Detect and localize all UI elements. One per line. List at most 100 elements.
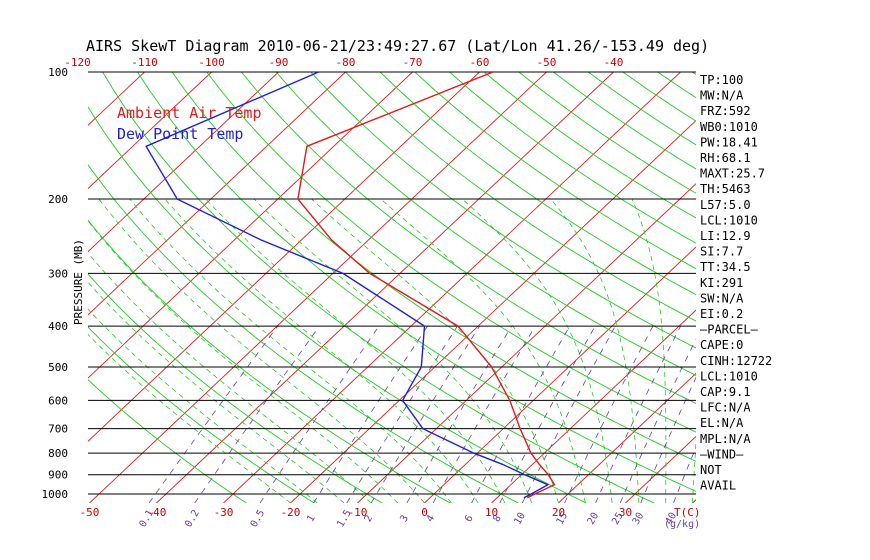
top-temp-tick-label: -70: [403, 56, 423, 69]
index-item: EI:0.2: [700, 307, 743, 321]
pressure-tick-label: 600: [48, 394, 68, 407]
bottom-temp-tick-label: -50: [80, 506, 100, 519]
dry-adiabat-line: [88, 219, 451, 503]
top-temp-tick-label: -110: [131, 56, 158, 69]
isotherm-line: [156, 72, 614, 503]
mixing-ratio-line: [564, 325, 654, 503]
temp-axis-label: T(C): [674, 506, 701, 519]
background-grid: [88, 72, 696, 503]
index-item: CINH:12722: [700, 354, 772, 368]
bottom-temp-tick-label: -10: [348, 506, 368, 519]
y-axis-label: PRESSURE (MB): [72, 239, 85, 325]
moist-adiabat-line: [462, 198, 613, 503]
mixing-ratio-line: [346, 325, 458, 503]
pressure-tick-label: 900: [48, 469, 68, 482]
pressure-tick-label: 400: [48, 320, 68, 333]
top-temp-tick-label: -40: [604, 56, 624, 69]
mixing-ratio-line: [432, 325, 536, 503]
isotherm-line: [88, 72, 413, 379]
index-item: L57:5.0: [700, 198, 751, 212]
index-item: TH:5463: [700, 182, 751, 196]
top-temp-tick-label: -120: [64, 56, 91, 69]
isotherm-line: [89, 72, 547, 503]
isotherm-line: [290, 119, 696, 503]
moist-adiabat-line: [98, 198, 425, 503]
bottom-temp-tick-label: 20: [552, 506, 565, 519]
index-item: WB0:1010: [700, 120, 758, 134]
moist-adiabat-line: [550, 198, 640, 503]
isotherm-line: [88, 72, 212, 190]
index-item: TP:100: [700, 73, 743, 87]
pressure-tick-label: 800: [48, 447, 68, 460]
bottom-temp-tick-label: -40: [147, 506, 167, 519]
dry-adiabat-line: [102, 72, 655, 503]
legend-ambient-air-temp: Ambient Air Temp: [117, 104, 262, 122]
dry-adiabat-line: [88, 326, 315, 503]
dry-adiabat-line: [275, 72, 696, 376]
index-item: NOT: [700, 463, 722, 477]
mixing-ratio-line: [148, 325, 279, 503]
top-temp-tick-label: -50: [537, 56, 557, 69]
moist-adiabat-line: [164, 198, 479, 503]
pressure-tick-label: 1000: [42, 488, 69, 501]
axis-labels: 0.1 0.2 0.5 1 1.5 2 3 4 6 8 10 15 20 25 30 40(g/kg)1002…: [42, 56, 701, 530]
dry-adiabat-line: [414, 72, 696, 270]
dry-adiabat-line: [310, 72, 696, 349]
bottom-temp-tick-label: 0: [421, 506, 428, 519]
index-item: TT:34.5: [700, 260, 751, 274]
profile-series: [145, 72, 556, 499]
index-item: AVAIL: [700, 479, 736, 493]
mixing-ratio-line: [259, 325, 380, 503]
mixing-ratio-label: 2: [363, 513, 376, 524]
isotherm-line: [88, 72, 279, 253]
dew-point-line: [145, 72, 550, 499]
dry-adiabat-line: [88, 379, 247, 503]
mixing-ratio-label: 4: [425, 513, 438, 524]
mixing-ratio-line: [595, 325, 681, 503]
mixing-ratio-label: 25: [610, 511, 626, 527]
index-item: PW:18.41: [700, 135, 758, 149]
moist-adiabat-line: [88, 220, 398, 503]
dry-adiabat-line: [345, 72, 696, 322]
pressure-tick-label: 500: [48, 361, 68, 374]
index-item: LI:12.9: [700, 229, 751, 243]
index-item: LFC:N/A: [700, 401, 751, 415]
moist-adiabat-line: [129, 198, 452, 503]
dry-adiabat-line: [88, 273, 383, 503]
dry-adiabat-line: [88, 164, 519, 503]
mixing-ratio-line: [522, 325, 616, 503]
pressure-tick-label: 300: [48, 267, 68, 280]
moist-adiabat-line: [88, 252, 372, 503]
mixing-ratio-label: 1: [305, 513, 318, 524]
moist-adiabat-line: [88, 281, 345, 503]
mixing-ratio-unit: (g/kg): [664, 519, 700, 530]
top-temp-tick-label: -100: [198, 56, 225, 69]
top-temp-tick-label: -60: [470, 56, 490, 69]
isotherm-line: [491, 309, 696, 503]
dry-adiabat-line: [88, 106, 587, 503]
bottom-temp-tick-label: -30: [214, 506, 234, 519]
isotherm-line: [223, 72, 681, 503]
legend: Ambient Air Temp Dew Point Temp: [117, 104, 262, 143]
isotherm-line: [558, 372, 696, 503]
mixing-ratio-label: 10: [512, 511, 528, 527]
pressure-tick-label: 100: [48, 66, 68, 79]
index-item: LCL:1010: [700, 213, 758, 227]
isotherm-line: [88, 72, 480, 442]
mixing-ratio-line: [194, 325, 320, 503]
bottom-temp-tick-label: 30: [619, 506, 632, 519]
index-item: CAP:9.1: [700, 385, 751, 399]
isotherm-line: [88, 72, 346, 316]
legend-dew-point-temp: Dew Point Temp: [117, 125, 243, 143]
mixing-ratio-line: [619, 338, 696, 503]
mixing-ratio-line: [313, 325, 428, 503]
index-item: –PARCEL–: [700, 323, 759, 337]
ambient-temp-line: [297, 72, 556, 499]
mixing-ratio-line: [640, 376, 696, 503]
chart-title: AIRS SkewT Diagram 2010-06-21/23:49:27.6…: [86, 37, 709, 55]
mixing-ratio-label: 3: [398, 513, 411, 524]
mixing-ratio-line: [499, 325, 596, 503]
index-item: MAXT:25.7: [700, 167, 765, 181]
moist-adiabat-line: [205, 198, 506, 503]
index-item: MW:N/A: [700, 89, 744, 103]
